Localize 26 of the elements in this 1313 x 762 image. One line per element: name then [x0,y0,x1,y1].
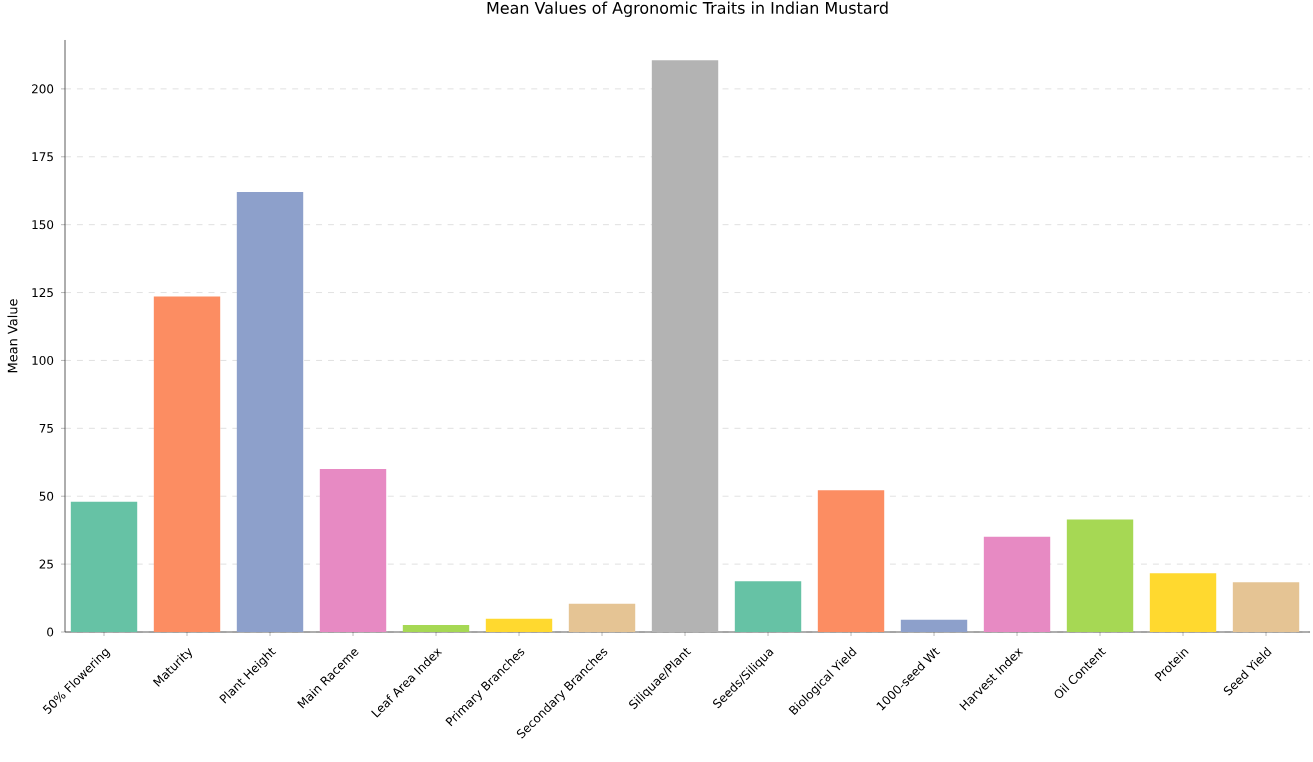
y-tick-label: 150 [32,220,54,230]
y-tick-label: 125 [32,288,53,298]
y-tick-label: 200 [32,84,54,94]
y-tick-label: 50 [39,491,54,501]
bar [734,581,802,632]
y-axis-title: Mean Value [7,299,18,373]
y-tick-label: 75 [39,423,53,433]
bar [485,618,553,632]
y-tick-label: 100 [32,355,54,365]
chart-title: Mean Values of Agronomic Traits in Indian Mustard [487,1,888,17]
bar [817,490,885,632]
y-tick-label: 0 [47,627,54,637]
bar [1149,573,1217,632]
bar [983,536,1051,632]
bar [568,603,636,632]
bar [70,501,138,632]
y-tick-label: 175 [32,152,53,162]
bar [319,469,387,632]
bar [236,192,304,632]
bar [900,619,968,632]
bar [1232,582,1300,632]
y-tick-label: 25 [39,559,53,569]
bar [1066,519,1134,632]
bar [402,624,470,632]
bar [153,296,221,632]
bar [651,60,719,632]
